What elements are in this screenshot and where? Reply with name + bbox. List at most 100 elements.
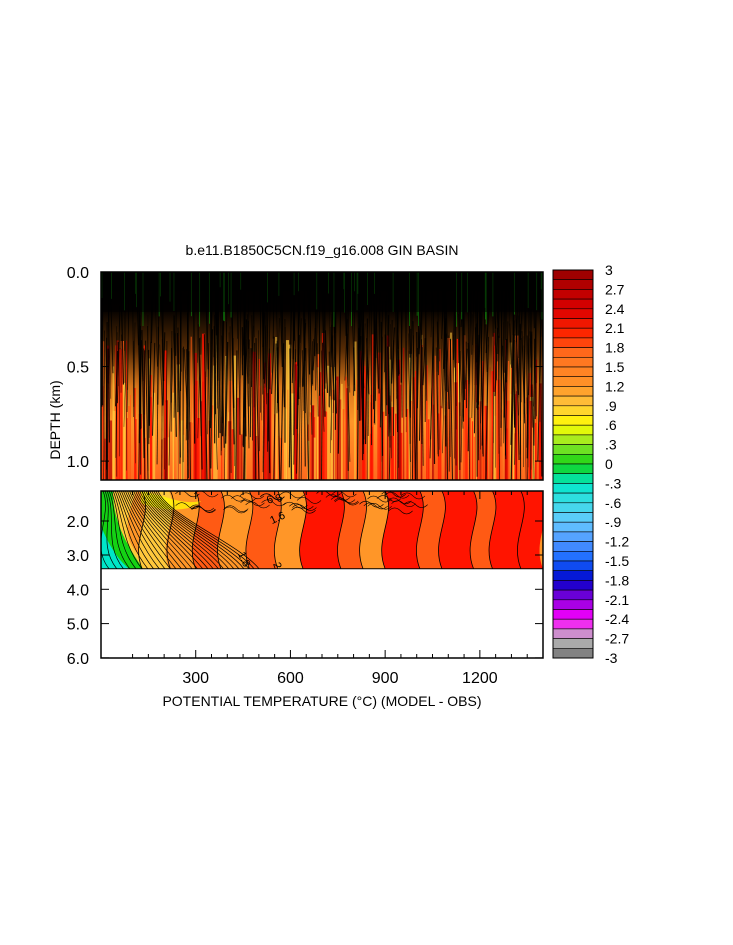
upper-contour-line	[521, 331, 526, 424]
upper-streak	[380, 425, 382, 480]
upper-contour-line	[421, 347, 424, 466]
upper-streak	[135, 419, 137, 480]
colorbar-swatch	[552, 356, 594, 368]
lower-contour-line	[191, 491, 200, 569]
upper-contour-line	[217, 292, 221, 434]
upper-panel-streaks	[101, 272, 543, 480]
upper-streak	[287, 389, 289, 480]
colorbar-label: -2.1	[605, 592, 629, 608]
lower-contour-line	[217, 491, 225, 569]
lower-contour-line	[138, 491, 146, 569]
colorbar-swatch	[552, 638, 594, 649]
upper-streak	[345, 388, 348, 480]
upper-contour-line	[102, 325, 105, 461]
upper-streak	[232, 355, 237, 480]
upper-streak	[259, 385, 263, 480]
upper-contour-line	[533, 311, 537, 407]
lower-wiggle-contour	[325, 494, 351, 501]
colorbar-swatch	[552, 502, 594, 513]
lower-contour-line	[139, 491, 214, 569]
upper-contour-line	[422, 338, 426, 386]
upper-streak	[231, 429, 234, 480]
upper-contour-line	[271, 336, 275, 394]
lower-contour-line	[147, 491, 235, 569]
upper-streak	[193, 352, 198, 480]
upper-contour-line	[268, 348, 271, 390]
upper-streak	[152, 392, 156, 480]
lower-wiggle-contour	[221, 494, 246, 502]
upper-contour-line	[432, 302, 436, 464]
upper-dark-band	[101, 272, 543, 312]
upper-panel-frame	[100, 271, 544, 481]
upper-contour-line	[530, 309, 532, 479]
lower-wiggle-contour	[260, 493, 285, 500]
upper-streak	[172, 392, 174, 480]
upper-contour-line	[302, 322, 307, 387]
upper-streak	[446, 337, 450, 480]
colorbar-swatch	[552, 405, 594, 416]
upper-streak	[515, 391, 518, 480]
upper-contour-line	[168, 347, 172, 466]
upper-contour-line	[418, 291, 423, 441]
upper-streak	[396, 391, 398, 480]
lower-contour-line	[104, 491, 117, 569]
upper-contour-line	[390, 327, 396, 384]
colorbar-swatch	[552, 298, 594, 310]
upper-streak	[353, 341, 357, 480]
upper-streak	[183, 434, 185, 480]
upper-streak	[297, 433, 299, 480]
colorbar-swatch	[552, 609, 594, 620]
colorbar-label: 0	[605, 456, 613, 472]
colorbar-swatch	[552, 599, 594, 610]
upper-contour-line	[273, 343, 277, 480]
upper-streak	[500, 409, 503, 480]
colorbar-swatch	[552, 308, 594, 319]
upper-streak	[381, 411, 385, 480]
lower-wiggle-contour	[388, 507, 413, 515]
upper-contour-line	[147, 326, 150, 445]
lower-contour-line	[141, 491, 219, 569]
upper-streak	[109, 420, 113, 480]
upper-streak	[126, 418, 128, 480]
upper-streak	[377, 352, 381, 480]
upper-streak	[444, 415, 446, 480]
upper-streak	[532, 411, 536, 480]
upper-contour-line	[373, 302, 377, 359]
y-tick-label: 1.0	[67, 454, 89, 471]
upper-streak	[212, 405, 214, 480]
colorbar-swatch	[552, 289, 594, 300]
lower-wiggle-contour	[403, 501, 428, 508]
lower-color-band	[192, 491, 225, 569]
upper-contour-line	[162, 332, 166, 406]
upper-streak	[434, 355, 437, 480]
lower-contour-line	[359, 491, 367, 569]
upper-contour-line	[510, 340, 515, 480]
upper-contour-line	[243, 292, 247, 437]
upper-streak	[327, 365, 330, 480]
upper-contour-line	[473, 323, 477, 434]
upper-streak	[367, 393, 369, 480]
lower-contour-line	[488, 491, 497, 569]
upper-contour-line	[170, 330, 173, 432]
lower-contour-line	[133, 491, 198, 569]
upper-streak	[356, 379, 358, 480]
lower-contour-line	[273, 491, 282, 569]
upper-streak	[334, 366, 336, 480]
upper-contour-line	[115, 332, 118, 458]
upper-contour-line	[510, 318, 514, 445]
upper-streak	[538, 421, 542, 480]
colorbar-label: 2.1	[605, 320, 625, 336]
upper-streak	[449, 340, 453, 480]
upper-streak	[435, 371, 439, 480]
upper-streak	[371, 334, 374, 480]
lower-contour-line	[131, 491, 193, 569]
colorbar-swatch	[552, 395, 594, 407]
upper-contour-line	[523, 301, 525, 468]
upper-streak	[202, 333, 206, 480]
lower-contour-line	[151, 491, 245, 569]
upper-contour-line	[180, 302, 182, 391]
upper-contour-line	[316, 343, 319, 417]
upper-streak	[228, 421, 232, 480]
upper-contour-line	[397, 349, 400, 468]
upper-contour-line	[484, 344, 489, 480]
